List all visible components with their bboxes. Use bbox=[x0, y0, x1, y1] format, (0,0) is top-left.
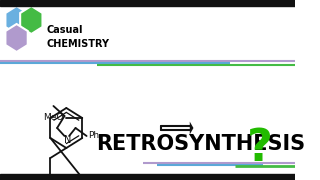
Polygon shape bbox=[190, 122, 194, 134]
Polygon shape bbox=[5, 6, 28, 34]
Text: RETROSYNTHESIS: RETROSYNTHESIS bbox=[96, 134, 305, 154]
Text: ?: ? bbox=[246, 127, 272, 170]
Bar bbox=[0, 0, 295, 6]
Polygon shape bbox=[5, 24, 28, 52]
Text: Ph: Ph bbox=[88, 132, 100, 141]
Bar bbox=[0, 174, 295, 180]
Polygon shape bbox=[20, 6, 43, 34]
Text: N: N bbox=[65, 135, 72, 145]
Text: MeO: MeO bbox=[44, 114, 64, 123]
Text: Casual: Casual bbox=[46, 25, 83, 35]
Text: CHEMISTRY: CHEMISTRY bbox=[46, 39, 109, 49]
